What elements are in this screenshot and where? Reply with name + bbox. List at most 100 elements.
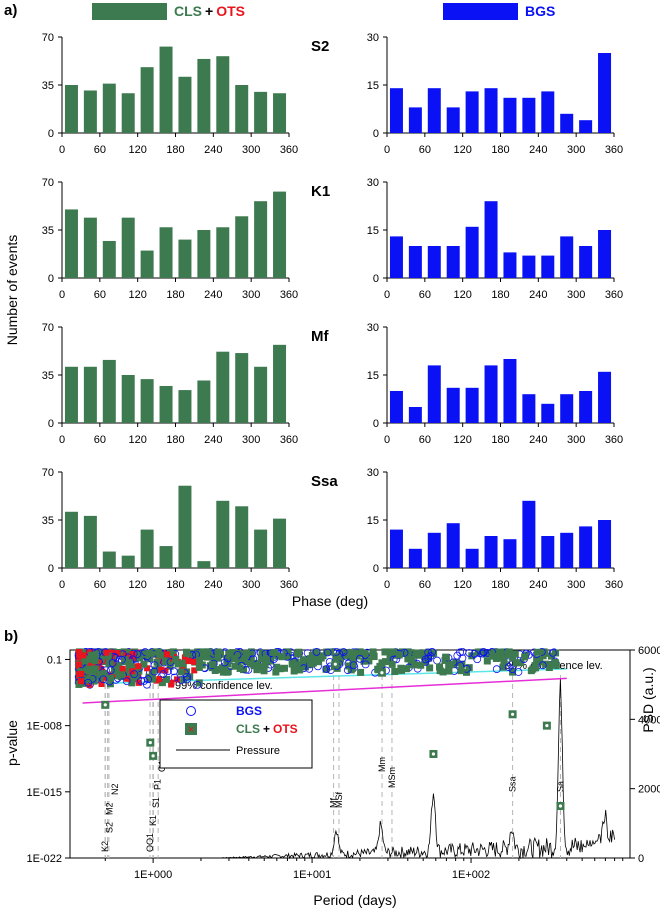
- cls-point: [381, 658, 389, 666]
- x-tick-label: 0: [384, 144, 390, 156]
- panel-b-label: b): [4, 628, 18, 645]
- cls-point: [148, 669, 156, 677]
- cls-point: [334, 653, 342, 661]
- scatter-cloud: [74, 647, 560, 689]
- cls-point: [214, 648, 222, 656]
- cls-point: [128, 679, 136, 687]
- bar: [64, 209, 78, 278]
- cls-point: [474, 648, 482, 656]
- cls-point: [127, 662, 135, 670]
- cls-point: [345, 662, 353, 670]
- cls-point: [194, 649, 202, 657]
- bgs-point: [169, 667, 178, 676]
- hist-cls-ssa: 0 60 120 180 240 300 360 0 35 70: [42, 467, 298, 591]
- cls-point: [211, 666, 219, 674]
- cls-point: [499, 663, 507, 671]
- cls-point: [540, 648, 548, 656]
- bgs-point: [470, 650, 479, 658]
- cls-point: [166, 658, 174, 666]
- cls-point: [104, 652, 112, 660]
- x-tick-label: 0: [59, 579, 65, 591]
- cls-point: [521, 653, 529, 661]
- cls-point: [381, 648, 389, 656]
- cls-point: [115, 665, 123, 673]
- y-tick-label: 70: [42, 32, 54, 44]
- cls-point: [403, 665, 411, 673]
- bar: [484, 536, 498, 568]
- cls-point: [260, 667, 268, 675]
- bgs-point: [323, 648, 332, 657]
- bgs-point: [220, 658, 229, 667]
- cls-point: [496, 648, 504, 656]
- cls-point: [149, 675, 157, 683]
- bar: [159, 546, 173, 568]
- bgs-point: [133, 650, 142, 658]
- hist-bgs-mf: 0 60 120 180 240 300 360 0 15 30: [367, 322, 623, 446]
- x-tick-label: 360: [605, 434, 623, 446]
- cls-point: [408, 655, 416, 663]
- cls-point: [124, 648, 132, 656]
- x-tick-label: 60: [94, 434, 106, 446]
- bgs-point: [504, 663, 513, 671]
- y2-tick-label: 0: [638, 853, 644, 865]
- row-label-s2: S2: [311, 38, 329, 55]
- bgs-point: [548, 648, 557, 657]
- bar: [159, 227, 173, 278]
- bgs-point: [84, 678, 92, 687]
- cls-highlight-center: [545, 724, 549, 728]
- bgs-point: [421, 655, 430, 664]
- bar: [465, 548, 479, 568]
- cls-point: [417, 650, 425, 658]
- cls-point: [262, 655, 270, 663]
- cls-point: [404, 655, 412, 663]
- cls-point: [75, 680, 83, 688]
- cls-point: [388, 660, 396, 668]
- cls-point: [246, 660, 254, 668]
- legend-cls-ots-label: CLS + OTS: [236, 722, 298, 736]
- cls-point: [87, 651, 95, 659]
- ots-point: [158, 666, 165, 673]
- cls-point: [545, 664, 553, 672]
- cls-point: [250, 662, 258, 670]
- y-tick-label: 0: [48, 418, 54, 430]
- bar: [102, 240, 116, 278]
- cls-point: [527, 667, 535, 675]
- cls-point: [281, 664, 289, 672]
- x-tick-label: 240: [529, 434, 547, 446]
- y2-tick-label: 6000: [638, 645, 660, 657]
- cls-point: [336, 658, 344, 666]
- bar: [389, 236, 403, 278]
- spectrum-plot: 1E+000 1E+001 1E+002 0.1 1E-008 1E-015 1E-022 0…: [27, 645, 660, 881]
- hist-bgs-ssa: 0 60 120 180 240 300 360 0 15 30: [367, 467, 623, 591]
- ots-point: [114, 650, 121, 657]
- ots-point: [96, 659, 103, 666]
- bgs-legend-label: BGS: [525, 3, 555, 19]
- ots-point: [185, 657, 192, 664]
- bgs-point: [183, 672, 191, 681]
- cls-point: [231, 662, 239, 670]
- cls-point: [256, 663, 264, 671]
- x-tick-label: 60: [94, 289, 106, 301]
- cls-point: [125, 659, 133, 667]
- x-tick-label: 180: [491, 579, 509, 591]
- x-tick-label: 120: [453, 579, 471, 591]
- cls-highlight-center: [511, 712, 515, 716]
- bar: [560, 113, 574, 133]
- cls-point: [322, 665, 330, 673]
- cls-point: [208, 652, 216, 660]
- x-tick-label: 120: [128, 144, 146, 156]
- cls-point: [390, 648, 398, 656]
- spectrum-legend: BGS × CLS + OTS Pressure: [159, 699, 313, 769]
- x-tick-label: 180: [491, 289, 509, 301]
- cls-point: [552, 649, 560, 657]
- cls-point: [386, 654, 394, 662]
- ots-point: [181, 654, 188, 661]
- bgs-point: [479, 648, 488, 656]
- cls-point: [374, 665, 382, 673]
- x-tick-label: 180: [166, 144, 184, 156]
- cls-point: [551, 658, 559, 666]
- x-tick-label: 360: [280, 579, 298, 591]
- cls-point: [118, 671, 126, 679]
